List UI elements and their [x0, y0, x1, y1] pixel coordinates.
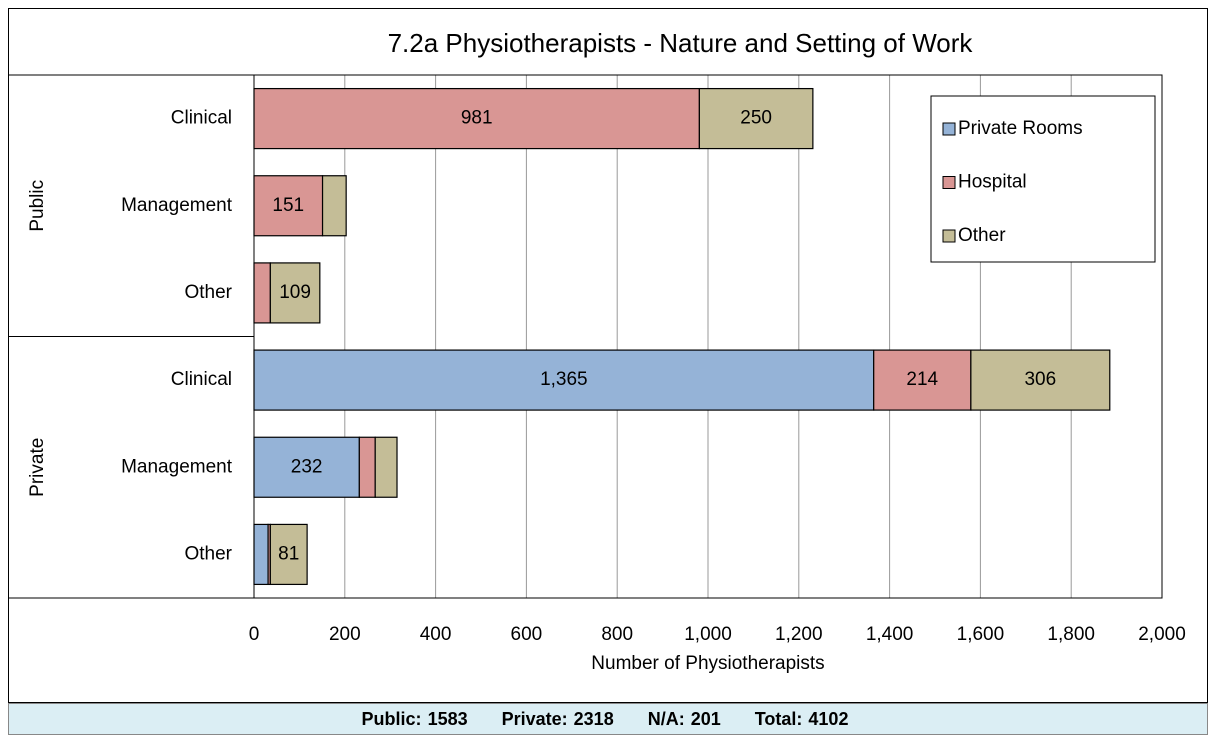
x-axis-title: Number of Physiotherapists [591, 653, 824, 674]
data-label: 109 [279, 282, 311, 303]
footer-value: 2318 [573, 708, 614, 729]
footer-value: 1583 [427, 708, 468, 729]
y-tick-label: Other [184, 543, 232, 564]
data-label: 250 [740, 108, 772, 129]
footer-label: N/A: [647, 708, 685, 729]
y-tick-label: Management [121, 195, 233, 216]
bar-segment [253, 523, 269, 586]
chart: 7.2a Physiotherapists - Nature and Setti… [8, 8, 1208, 703]
legend-swatch [942, 176, 956, 189]
footer: Public: 1583 Private: 2318 N/A: 201 Total: 4102 [8, 703, 1208, 735]
x-tick-label: 2,000 [1138, 624, 1186, 645]
data-label: 981 [461, 108, 493, 129]
legend-swatch [942, 122, 956, 136]
footer-item: N/A: 201 [648, 709, 727, 730]
footer-label: Private: [501, 708, 568, 729]
y-tick-label: Management [121, 456, 233, 477]
legend-label: Private Rooms [958, 118, 1083, 139]
legend-label: Other [958, 225, 1006, 246]
footer-value: 4102 [808, 708, 849, 729]
x-tick-label: 1,800 [1047, 624, 1095, 645]
x-tick-label: 600 [511, 624, 543, 645]
x-tick-label: 400 [420, 624, 452, 645]
footer-item: Public: 1583 [362, 709, 474, 730]
footer-label: Total: [754, 708, 803, 729]
y-tick-label: Clinical [171, 108, 232, 129]
bar-segment [321, 175, 347, 237]
group-label: Public [27, 180, 48, 232]
chart-title: 7.2a Physiotherapists - Nature and Setti… [388, 28, 974, 58]
data-label: 214 [906, 369, 938, 390]
data-label: 151 [272, 195, 304, 216]
group-label: Private [27, 438, 48, 497]
bar-segment [253, 262, 271, 324]
x-tick-label: 800 [601, 624, 633, 645]
x-tick-label: 0 [249, 624, 260, 645]
y-tick-label: Other [184, 282, 232, 303]
bar-segment [269, 523, 308, 586]
y-tick-label: Clinical [171, 369, 232, 390]
bar-segment [253, 87, 700, 150]
bar-segment [253, 175, 324, 237]
x-tick-label: 1,400 [866, 624, 914, 645]
x-tick-label: 1,000 [684, 624, 732, 645]
bar-segment [374, 436, 398, 498]
data-label: 306 [1024, 369, 1056, 390]
plot-frame [253, 74, 1163, 599]
bar-segment [269, 262, 321, 324]
legend-box [930, 95, 1156, 263]
footer-label: Public: [361, 708, 422, 729]
bar-segment [698, 87, 814, 150]
x-tick-label: 1,600 [957, 624, 1005, 645]
bar-segment [970, 349, 1111, 411]
bar-segment [873, 349, 972, 411]
data-label: 81 [278, 543, 299, 564]
footer-value: 201 [690, 708, 721, 729]
legend-swatch [942, 229, 956, 243]
bar-segment [253, 349, 875, 411]
footer-item: Private: 2318 [502, 709, 620, 730]
data-label: 232 [291, 456, 323, 477]
data-label: 1,365 [540, 369, 588, 390]
bar-segment [253, 436, 360, 498]
legend-label: Hospital [958, 172, 1027, 193]
footer-item: Total: 4102 [755, 709, 855, 730]
x-tick-label: 200 [329, 624, 361, 645]
x-tick-label: 1,200 [775, 624, 823, 645]
bar-segment [358, 436, 376, 498]
